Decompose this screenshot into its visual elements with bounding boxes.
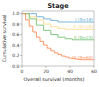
step-line (22, 14, 94, 60)
y-tick (20, 66, 22, 67)
chart: 0 20 40 60 0.0 0.2 0.4 0.6 0.8 1.0 I (N=18) III (N=… (0, 0, 99, 87)
x-tick-label: 60 (91, 69, 97, 74)
x-tick-label: 40 (67, 69, 73, 74)
series-label: IV (N=60) (72, 55, 93, 60)
x-axis-label: Overall survival (months) (24, 77, 85, 82)
y-tick-label: 0.8 (12, 22, 19, 27)
series-label: II (N=23) (74, 35, 93, 40)
y-axis-label: Cumulative survival (2, 15, 7, 63)
x-tick (46, 66, 47, 68)
y-tick (20, 34, 22, 35)
y-tick (20, 55, 22, 56)
series-label: III (N=18) (73, 24, 94, 29)
step-line (22, 14, 94, 22)
y-tick (20, 45, 22, 46)
y-tick-label: 1.0 (12, 11, 19, 16)
plot-frame (22, 11, 94, 66)
x-tick (70, 66, 71, 68)
y-tick-label: 0.0 (12, 64, 19, 69)
y-tick-label: 0.4 (12, 43, 19, 48)
plot-area (22, 14, 94, 60)
x-tick (22, 66, 23, 68)
series-label: I (N=18) (75, 17, 93, 22)
y-tick (20, 13, 22, 14)
x-tick-label: 0 (21, 69, 24, 74)
y-tick-label: 0.2 (12, 53, 19, 58)
y-tick (20, 24, 22, 25)
y-tick-label: 0.6 (12, 32, 19, 37)
x-tick-label: 20 (43, 69, 49, 74)
title: Stage (47, 2, 69, 10)
x-tick (94, 66, 95, 68)
